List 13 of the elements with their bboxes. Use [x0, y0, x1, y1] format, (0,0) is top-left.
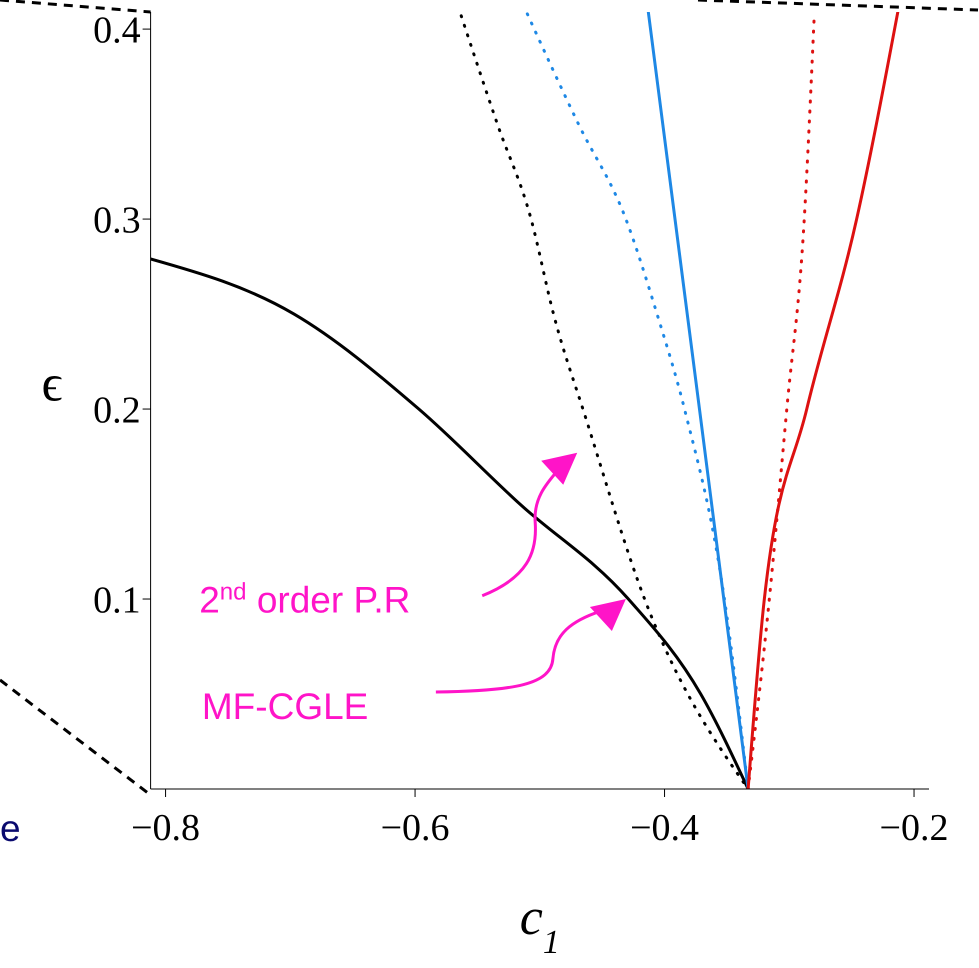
- annotation: 2$^{nd}$ order P.R: [199, 578, 410, 621]
- y-tick-label: 0.4: [93, 10, 141, 52]
- x-axis-title: c$_{1}$: [520, 889, 560, 960]
- annotation: MF-CGLE: [202, 686, 368, 728]
- y-tick-label: 0.2: [93, 390, 141, 432]
- y-tick-label: 0.3: [93, 200, 141, 242]
- x-tick-label: −0.2: [880, 806, 948, 849]
- text: e: [0, 808, 21, 849]
- y-axis-title: ϵ: [41, 356, 63, 412]
- y-tick-label: 0.1: [93, 580, 141, 622]
- x-tick-label: −0.4: [630, 806, 700, 849]
- x-tick-label: −0.8: [131, 806, 200, 849]
- x-tick-label: −0.6: [380, 806, 450, 849]
